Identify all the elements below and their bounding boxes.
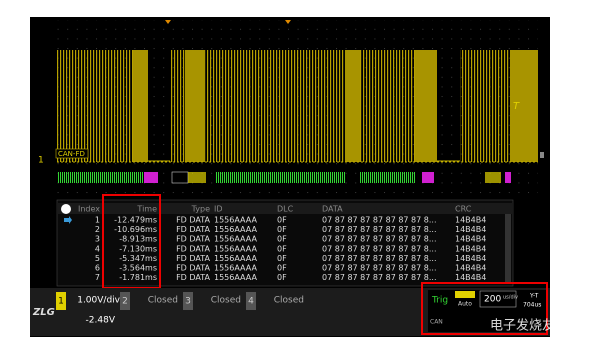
cell: FD DATA — [176, 264, 210, 273]
cell: 07 87 87 87 87 87 87 87 8... — [322, 273, 437, 282]
row-cursor — [64, 216, 72, 224]
cell: 3 — [95, 235, 100, 244]
cell: 07 87 87 87 87 87 87 87 8... — [322, 216, 437, 225]
highlight-trigger — [421, 282, 548, 335]
cell: 7 — [95, 273, 100, 282]
cell: 07 87 87 87 87 87 87 87 8... — [322, 264, 437, 273]
cell: 0F — [277, 273, 287, 282]
cell: -7.130ms — [119, 244, 157, 253]
cell: -8.913ms — [119, 235, 157, 244]
ch1-scale: 1.00V/div — [77, 296, 120, 306]
decode-table — [56, 199, 514, 287]
cell: 0F — [277, 225, 287, 234]
cell: 0F — [277, 244, 287, 253]
cell: 14B4B4 — [455, 264, 486, 273]
column-header: ID — [214, 205, 223, 214]
column-header: Time — [136, 205, 157, 214]
column-header: DLC — [277, 205, 294, 214]
mode: Y-T — [529, 293, 539, 300]
cell: 6 — [95, 264, 100, 273]
cell: -12.479ms — [114, 216, 157, 225]
cell: 07 87 87 87 87 87 87 87 8... — [322, 254, 437, 263]
cell: 07 87 87 87 87 87 87 87 8... — [322, 235, 437, 244]
trig-type: CAN — [430, 319, 443, 326]
ch1-badge — [56, 292, 66, 310]
table-body: Index Time Type ID DLC DATA CRC 1 -12.479ms FD DA… — [64, 205, 486, 282]
column-header: Type — [191, 205, 210, 214]
cell: 0F — [277, 216, 287, 225]
waveform — [57, 50, 538, 163]
cell: 1 — [95, 216, 100, 225]
cell: FD DATA — [176, 273, 210, 282]
side-handle — [540, 152, 544, 158]
cell: FD DATA — [176, 244, 210, 253]
ch1-offset: -2.48V — [86, 316, 116, 326]
cell: 07 87 87 87 87 87 87 87 8... — [322, 225, 437, 234]
cell: 0F — [277, 264, 287, 273]
cell: 1556AAAA — [214, 244, 257, 253]
trig-label: Trig — [431, 296, 448, 306]
trig-src — [455, 291, 475, 298]
decode-tag: CAN-FD — [58, 150, 85, 158]
cell: -10.696ms — [114, 225, 157, 234]
channel-number: 2 — [122, 297, 128, 307]
trigger-level: T — [513, 101, 520, 112]
cell: -1.781ms — [119, 273, 157, 282]
column-header: CRC — [455, 205, 472, 214]
cell: 1556AAAA — [214, 225, 257, 234]
cell: 14B4B4 — [455, 225, 486, 234]
column-header: DATA — [322, 205, 343, 214]
cell: -5.347ms — [119, 254, 157, 263]
scrollbar — [505, 214, 511, 284]
decode-bus — [57, 171, 511, 184]
delay: 704us — [523, 302, 541, 309]
channel-badge — [183, 292, 193, 310]
table-header-bg — [57, 203, 513, 214]
ch1-number: 1 — [58, 297, 64, 307]
watermark: 电子发烧友 — [490, 318, 555, 334]
channel-number: 4 — [248, 297, 254, 307]
cell: 1556AAAA — [214, 216, 257, 225]
channel-state: Closed — [274, 296, 304, 306]
cell: 1556AAAA — [214, 235, 257, 244]
channel-badge — [246, 292, 256, 310]
logo: ZLG — [32, 307, 55, 318]
timebase: 200 — [484, 295, 501, 305]
trig-mode: Auto — [458, 301, 472, 308]
column-header: Index — [78, 205, 100, 214]
cell: -3.564ms — [119, 264, 157, 273]
timebase-box — [479, 290, 517, 308]
channel-number: 3 — [185, 297, 191, 307]
cell: FD DATA — [176, 216, 210, 225]
cell: 1556AAAA — [214, 254, 257, 263]
table-icon — [61, 204, 71, 214]
timebase-unit: us/div — [503, 295, 518, 301]
cell: FD DATA — [176, 225, 210, 234]
cell: 4 — [95, 244, 100, 253]
channel-state: Closed — [211, 296, 241, 306]
cell: 14B4B4 — [455, 235, 486, 244]
cell: 2 — [95, 225, 100, 234]
cell: 07 87 87 87 87 87 87 87 8... — [322, 244, 437, 253]
cell: 0F — [277, 235, 287, 244]
cell: 14B4B4 — [455, 273, 486, 282]
channel-badge — [120, 292, 130, 310]
cell: 1556AAAA — [214, 273, 257, 282]
closed-channels: 2 Closed 3 Closed 4 Closed — [120, 292, 304, 310]
cell: 14B4B4 — [455, 244, 486, 253]
cell: 5 — [95, 254, 100, 263]
cell: 14B4B4 — [455, 216, 486, 225]
decode-tag-box — [55, 148, 89, 159]
cell: FD DATA — [176, 235, 210, 244]
cell: FD DATA — [176, 254, 210, 263]
cell: 14B4B4 — [455, 254, 486, 263]
channel-marker: 1 — [38, 156, 44, 166]
cell: 0F — [277, 254, 287, 263]
cell: 1556AAAA — [214, 264, 257, 273]
channel-state: Closed — [148, 296, 178, 306]
